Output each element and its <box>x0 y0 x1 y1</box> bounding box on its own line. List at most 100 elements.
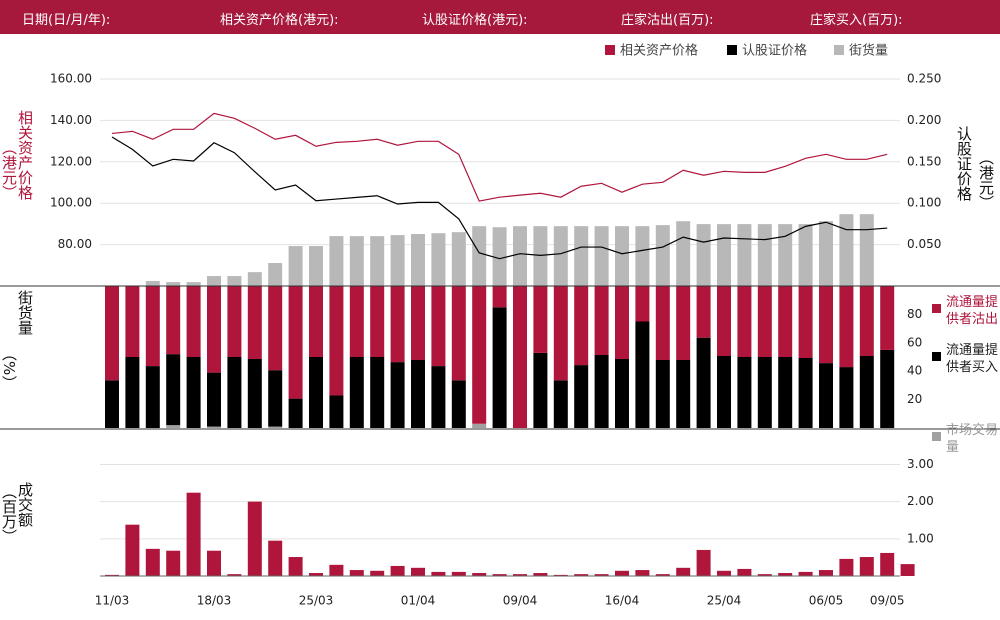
bar-segment <box>268 426 283 428</box>
bar <box>370 570 385 576</box>
bar-segment <box>186 286 201 357</box>
bar-segment <box>186 357 201 428</box>
bar <box>227 574 242 576</box>
axis-title: 街货量 <box>16 290 34 335</box>
bar-segment <box>880 349 895 428</box>
bar-segment <box>309 357 323 428</box>
bar <box>390 565 405 576</box>
bar-segment <box>737 357 752 428</box>
bar-segment <box>268 286 283 371</box>
bar <box>207 550 221 576</box>
bar-segment <box>125 357 140 428</box>
bar <box>472 226 487 286</box>
bar-segment <box>859 356 874 428</box>
bar <box>880 552 895 576</box>
bar-segment <box>329 286 344 396</box>
legend-swatch <box>605 45 615 55</box>
y-tick-label: 0.200 <box>907 113 941 127</box>
bar <box>166 282 181 286</box>
bar <box>655 225 670 286</box>
bar-segment <box>778 357 793 428</box>
x-tick-label: 11/03 <box>95 594 130 608</box>
axis-title: （%） <box>0 346 18 391</box>
bar <box>553 226 568 286</box>
bar <box>309 246 323 286</box>
bar-segment <box>778 286 793 357</box>
bar-segment <box>717 286 731 357</box>
bar <box>451 571 466 576</box>
legend-swatch <box>932 304 941 313</box>
bar <box>594 574 609 576</box>
legend-label: 认股证价格 <box>742 43 807 59</box>
bar <box>594 226 609 286</box>
bar <box>859 557 874 576</box>
x-tick-label: 25/04 <box>707 594 742 608</box>
bar <box>900 564 915 576</box>
x-tick-label: 18/03 <box>197 594 232 608</box>
bar-segment <box>717 356 731 428</box>
axis-title: （港元） <box>977 150 995 210</box>
bar <box>288 557 303 576</box>
bar-segment <box>370 357 385 428</box>
bar <box>349 236 364 286</box>
bar-segment <box>166 354 181 426</box>
bar <box>431 233 446 286</box>
bar-segment <box>513 286 527 428</box>
bar <box>411 234 425 286</box>
bar <box>757 224 772 286</box>
legend-swatch <box>932 352 941 361</box>
bar-segment <box>268 370 283 427</box>
y-tick-label: 100.00 <box>50 196 92 210</box>
y-tick-label: 80.00 <box>58 237 92 251</box>
bar-segment <box>411 286 425 360</box>
bar-segment <box>696 337 711 428</box>
bar <box>431 571 446 576</box>
header-label: 相关资产价格(港元): <box>220 13 339 28</box>
x-tick-label: 16/04 <box>605 594 640 608</box>
bar-segment <box>696 286 711 338</box>
bar-segment <box>411 359 425 428</box>
bar <box>819 570 833 576</box>
header-label: 认股证价格(港元): <box>422 13 528 28</box>
y-tick-label: 80 <box>907 307 922 321</box>
bar <box>798 571 813 576</box>
bar-segment <box>655 359 670 428</box>
bar <box>288 246 303 286</box>
bar-segment <box>390 286 405 363</box>
bar-segment <box>492 307 507 428</box>
bar <box>574 226 589 286</box>
bar-segment <box>472 286 487 424</box>
bar <box>696 224 711 286</box>
bar <box>370 236 385 286</box>
header-label: 庄家沽出(百万): <box>621 13 714 28</box>
bar-segment <box>655 286 670 360</box>
y-tick-label: 60 <box>907 335 922 349</box>
bar <box>717 570 731 576</box>
bar-segment <box>553 286 568 381</box>
bar <box>247 272 262 286</box>
bar-segment <box>635 286 650 322</box>
legend-swatch <box>727 45 737 55</box>
bar-segment <box>166 286 181 355</box>
bar <box>145 281 160 286</box>
bar <box>798 224 813 286</box>
axis-title: （百万） <box>0 484 18 544</box>
bar <box>676 221 691 286</box>
axis-title: 相关资产价格 <box>16 110 34 200</box>
bar-segment <box>798 357 813 428</box>
bar <box>451 232 466 286</box>
y-tick-label: 120.00 <box>50 154 92 168</box>
y-tick-label: 160.00 <box>50 72 92 86</box>
bar-segment <box>819 363 833 428</box>
bar <box>145 548 160 576</box>
bar <box>859 214 874 286</box>
bar <box>349 570 364 576</box>
bar <box>166 550 181 576</box>
bar-segment <box>451 380 466 428</box>
bar-segment <box>757 286 772 357</box>
bar <box>778 573 793 576</box>
y-tick-label: 20 <box>907 392 922 406</box>
header-label: 日期(日/月/年): <box>22 13 111 28</box>
bar <box>472 573 487 576</box>
